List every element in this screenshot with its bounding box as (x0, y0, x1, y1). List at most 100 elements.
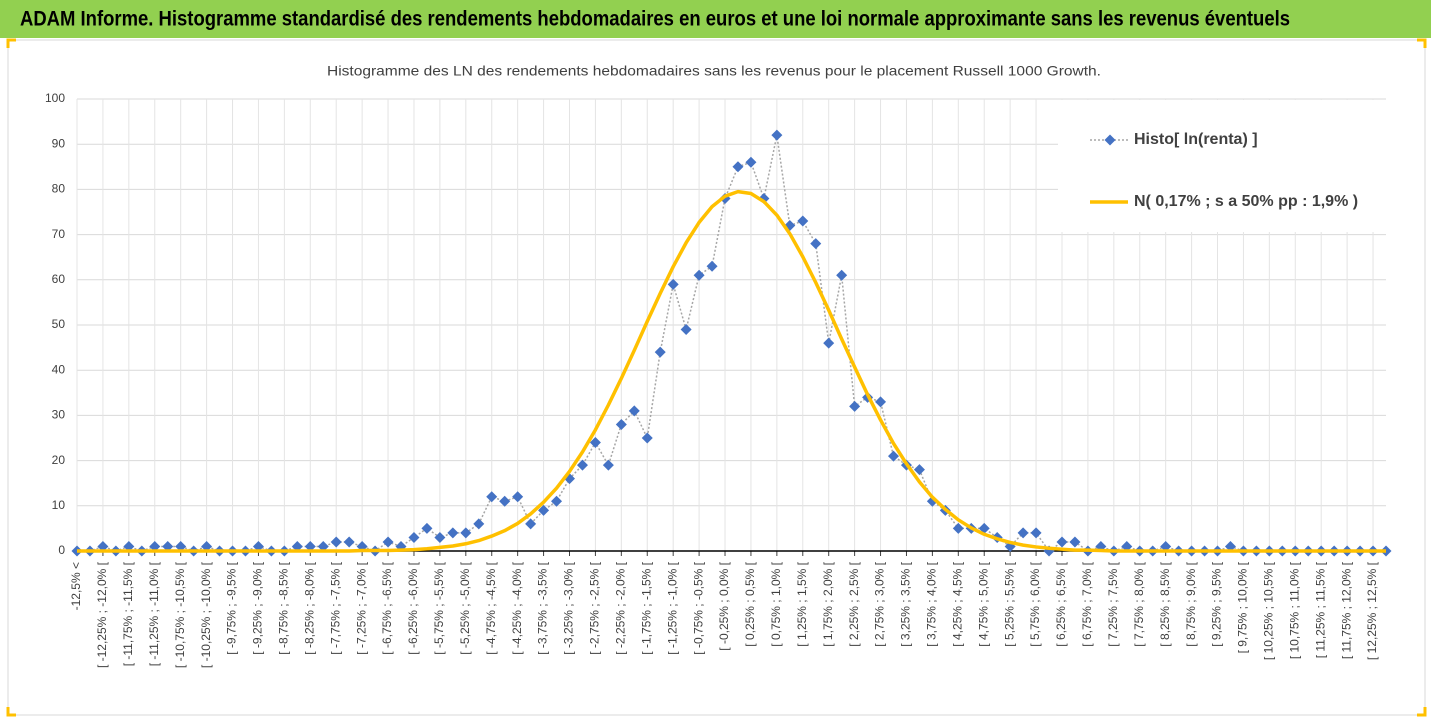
x-tick-label: [ -11,75% ; -11,5% [ (121, 561, 135, 666)
x-tick-label: [ -4,25% ; -4,0% [ (510, 561, 524, 654)
x-tick-label: [ 10,25% ; 10,5% [ (1262, 561, 1276, 660)
x-tick-label: [ -11,25% ; -11,0% [ (147, 561, 161, 666)
legend-label: Histo[ ln(renta) ] (1134, 131, 1258, 148)
x-tick-label: [ -0,25% ; 0,0% [ (717, 561, 731, 650)
marker (628, 405, 640, 417)
marker (745, 156, 757, 168)
x-tick-label: [ -1,25% ; -1,0% [ (665, 561, 679, 654)
marker (888, 450, 900, 462)
x-tick-label: [ -12,25% ; -12,0% [ (95, 561, 109, 668)
y-tick-label: 40 (52, 362, 66, 376)
x-tick-label: [ -2,75% ; -2,5% [ (588, 561, 602, 654)
x-tick-label: [ 1,75% ; 2,0% [ (821, 561, 835, 646)
x-tick-label: [ 6,25% ; 6,5% [ (1054, 561, 1068, 646)
y-tick-label: 10 (52, 498, 66, 512)
x-tick-label: [ 3,25% ; 3,5% [ (899, 561, 913, 646)
x-tick-label: -12,5% < (69, 562, 83, 610)
y-tick-label: 100 (45, 91, 65, 105)
legend-box (1058, 100, 1386, 232)
marker (732, 161, 744, 173)
x-tick-label: [ -6,25% ; -6,0% [ (406, 561, 420, 654)
legend-label: N( 0,17% ; s a 50% pp : 1,9% ) (1134, 193, 1358, 210)
marker (823, 337, 835, 349)
grid: 0 10 20 30 40 50 60 70 80 90 100 -12,5% < [ -12,25% … (45, 91, 1386, 668)
x-tick-label: [ -6,75% ; -6,5% [ (380, 561, 394, 654)
x-tick-label: [ -9,75% ; -9,5% [ (225, 561, 239, 654)
header-title: ADAM Informe. Histogramme standardisé de… (20, 8, 1290, 31)
y-tick-label: 70 (52, 227, 66, 241)
x-tick-label: [ 2,25% ; 2,5% [ (847, 561, 861, 646)
x-tick-label: [ 0,75% ; 1,0% [ (769, 561, 783, 646)
series-line (77, 189, 1386, 553)
marker (1056, 536, 1068, 548)
x-tick-label: [ 6,75% ; 7,0% [ (1080, 561, 1094, 646)
x-tick-label: [ 12,25% ; 12,5% [ (1365, 561, 1379, 660)
marker (693, 269, 705, 281)
y-tick-label: 80 (52, 182, 66, 196)
marker (447, 527, 459, 539)
x-tick-label: [ 11,75% ; 12,0% [ (1339, 561, 1353, 659)
x-tick-label: [ -10,75% ; -10,5% [ (173, 561, 187, 668)
x-tick-label: [ 3,75% ; 4,0% [ (925, 561, 939, 646)
marker (771, 129, 783, 141)
x-tick-label: [ -2,25% ; -2,0% [ (614, 561, 628, 654)
y-tick-label: 0 (58, 543, 65, 557)
x-tick-label: [ -10,25% ; -10,0% [ (199, 561, 213, 668)
marker (330, 536, 342, 548)
marker (913, 464, 925, 476)
marker (1121, 540, 1133, 552)
x-tick-label: [ 2,75% ; 3,0% [ (873, 561, 887, 646)
marker (538, 504, 550, 516)
x-tick-label: [ -3,25% ; -3,0% [ (562, 561, 576, 654)
marker (1069, 536, 1081, 548)
marker (408, 531, 420, 543)
y-tick-label: 50 (52, 317, 66, 331)
marker (291, 540, 303, 552)
marker (304, 540, 316, 552)
x-tick-label: [ -7,75% ; -7,5% [ (328, 561, 342, 654)
marker (576, 459, 588, 471)
x-tick-label: [ 4,75% ; 5,0% [ (976, 561, 990, 646)
x-tick-label: [ -1,75% ; -1,5% [ (639, 561, 653, 654)
marker (97, 540, 109, 552)
marker (473, 518, 485, 530)
marker (421, 522, 433, 534)
x-tick-label: [ 10,75% ; 11,0% [ (1287, 561, 1301, 659)
x-tick-label: [ 9,25% ; 9,5% [ (1210, 561, 1224, 646)
x-tick-label: [ 9,75% ; 10,0% [ (1236, 561, 1250, 653)
marker (875, 396, 887, 408)
x-tick-label: [ 8,25% ; 8,5% [ (1158, 561, 1172, 646)
x-tick-label: [ -9,25% ; -9,0% [ (251, 561, 265, 654)
marker (343, 536, 355, 548)
chart-frame (7, 39, 1426, 716)
y-tick-label: 60 (52, 272, 66, 286)
marker (382, 536, 394, 548)
x-tick-label: [ -0,75% ; -0,5% [ (691, 561, 705, 654)
x-tick-label: [ 5,25% ; 5,5% [ (1002, 561, 1016, 646)
marker (680, 324, 692, 336)
marker (1160, 540, 1172, 552)
chart-title: Histogramme des LN des rendements hebdom… (327, 63, 1101, 79)
marker (810, 238, 822, 250)
marker (486, 491, 498, 503)
marker (1017, 527, 1029, 539)
marker (317, 540, 329, 552)
x-tick-label: [ -3,75% ; -3,5% [ (536, 561, 550, 654)
marker (1030, 527, 1042, 539)
marker (252, 540, 264, 552)
y-tick-label: 20 (52, 453, 66, 467)
marker (525, 518, 537, 530)
x-tick-label: [ -7,25% ; -7,0% [ (354, 561, 368, 654)
x-tick-label: [ -8,75% ; -8,5% [ (277, 561, 291, 654)
x-tick-label: [ 7,25% ; 7,5% [ (1106, 561, 1120, 646)
x-tick-label: [ -4,75% ; -4,5% [ (484, 561, 498, 654)
y-tick-label: 90 (52, 136, 66, 150)
marker (551, 495, 563, 507)
marker (615, 418, 627, 430)
marker (654, 346, 666, 358)
marker (149, 540, 161, 552)
x-tick-label: [ 4,25% ; 4,5% [ (950, 561, 964, 646)
marker (175, 540, 187, 552)
